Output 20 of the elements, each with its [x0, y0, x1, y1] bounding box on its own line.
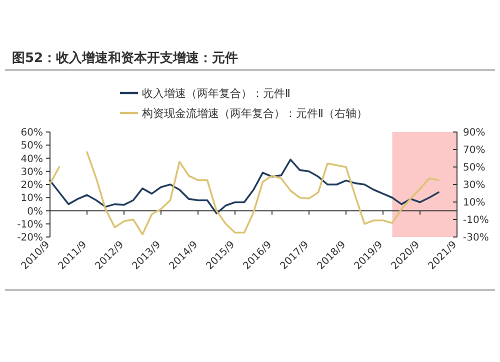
y-tick-label: 40%	[20, 154, 43, 165]
y-tick-label: 0%	[27, 206, 43, 218]
y-tick-label: -10%	[17, 219, 43, 230]
y-tick-label: 30%	[20, 166, 43, 178]
legend-label: 构资现金流增速（两年复合）：元件Ⅱ（右轴）	[141, 107, 368, 120]
y-tick-label: -20%	[17, 232, 43, 244]
chart-title: 图52：收入增速和资本开支增速：元件	[12, 50, 238, 66]
y2-tick-label: 10%	[463, 198, 486, 208]
y-tick-label: 20%	[20, 180, 43, 191]
y-tick-label: 10%	[20, 193, 43, 204]
y2-tick-label: -10%	[463, 215, 489, 226]
y-tick-label: 50%	[20, 140, 43, 152]
line-series	[49, 158, 440, 214]
y-tick-label: 60%	[20, 128, 43, 138]
y2-tick-label: 70%	[463, 145, 486, 156]
y2-tick-label: -30%	[463, 232, 489, 244]
y2-tick-label: 50%	[463, 162, 486, 174]
y2-tick-label: 30%	[463, 180, 486, 191]
legend-label: 收入增速（两年复合）：元件Ⅱ	[142, 87, 290, 100]
y2-tick-label: 90%	[463, 128, 486, 138]
